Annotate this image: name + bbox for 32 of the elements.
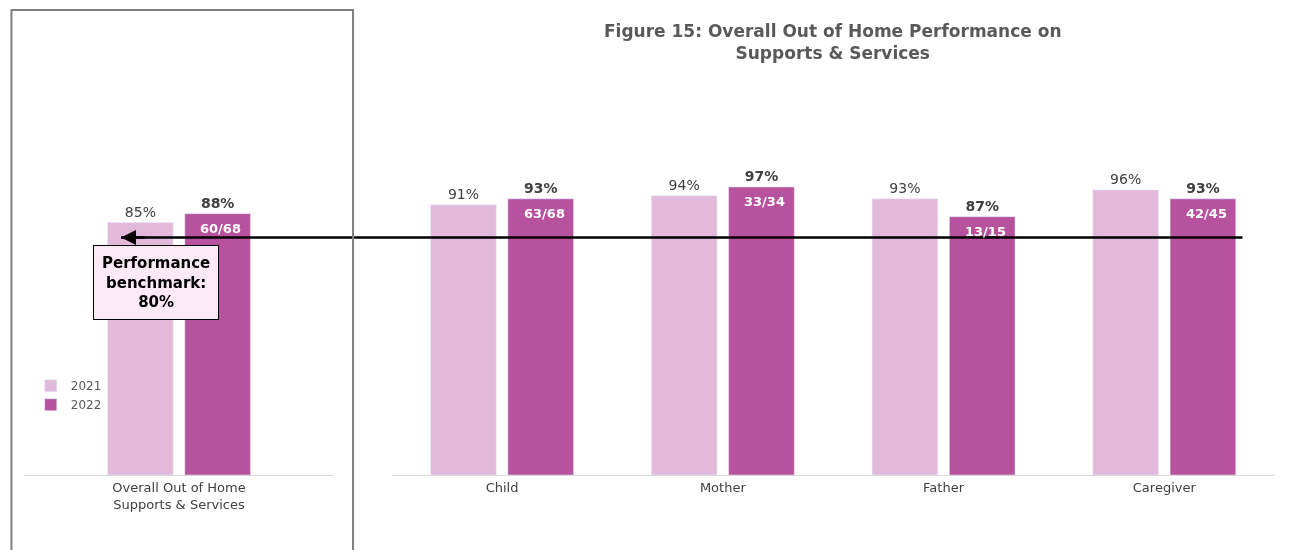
data-label: 87% bbox=[965, 197, 999, 214]
bar bbox=[430, 204, 497, 475]
x-tick-label: Mother bbox=[699, 479, 747, 495]
bar bbox=[871, 198, 939, 475]
x-tick-label: Child bbox=[485, 479, 519, 495]
annotation: 63/68 bbox=[524, 206, 565, 221]
data-label: 88% bbox=[200, 194, 235, 211]
annotation: 33/34 bbox=[744, 194, 785, 209]
data-label: 93% bbox=[889, 179, 921, 196]
annotation: 13/15 bbox=[965, 224, 1006, 239]
annotation: 60/68 bbox=[200, 221, 241, 236]
data-label: 93% bbox=[1186, 179, 1220, 196]
bar bbox=[728, 186, 795, 475]
ref-line-label: Performance benchmark: 80% bbox=[102, 254, 211, 311]
data-label: 91% bbox=[447, 185, 480, 202]
bar bbox=[1092, 189, 1159, 475]
data-label: 97% bbox=[744, 167, 779, 184]
data-label: 85% bbox=[124, 203, 156, 220]
bar bbox=[949, 216, 1016, 475]
x-tick-label: Overall Out of Home Supports & Services bbox=[112, 479, 246, 512]
chart-title: Figure 15: Overall Out of Home Performance on Supports & Services bbox=[604, 21, 1062, 64]
x-tick-label: Father bbox=[923, 479, 965, 495]
data-label: 96% bbox=[1110, 170, 1142, 187]
x-tick-label: Caregiver bbox=[1132, 479, 1197, 495]
bar bbox=[1169, 198, 1237, 475]
bar bbox=[651, 195, 718, 475]
bar bbox=[507, 198, 574, 475]
annotation: 42/45 bbox=[1186, 206, 1227, 221]
data-label: 93% bbox=[523, 179, 558, 196]
legend-label: 2021 bbox=[70, 379, 102, 394]
legend-label: 2022 bbox=[70, 398, 102, 413]
data-label: 94% bbox=[668, 176, 700, 193]
